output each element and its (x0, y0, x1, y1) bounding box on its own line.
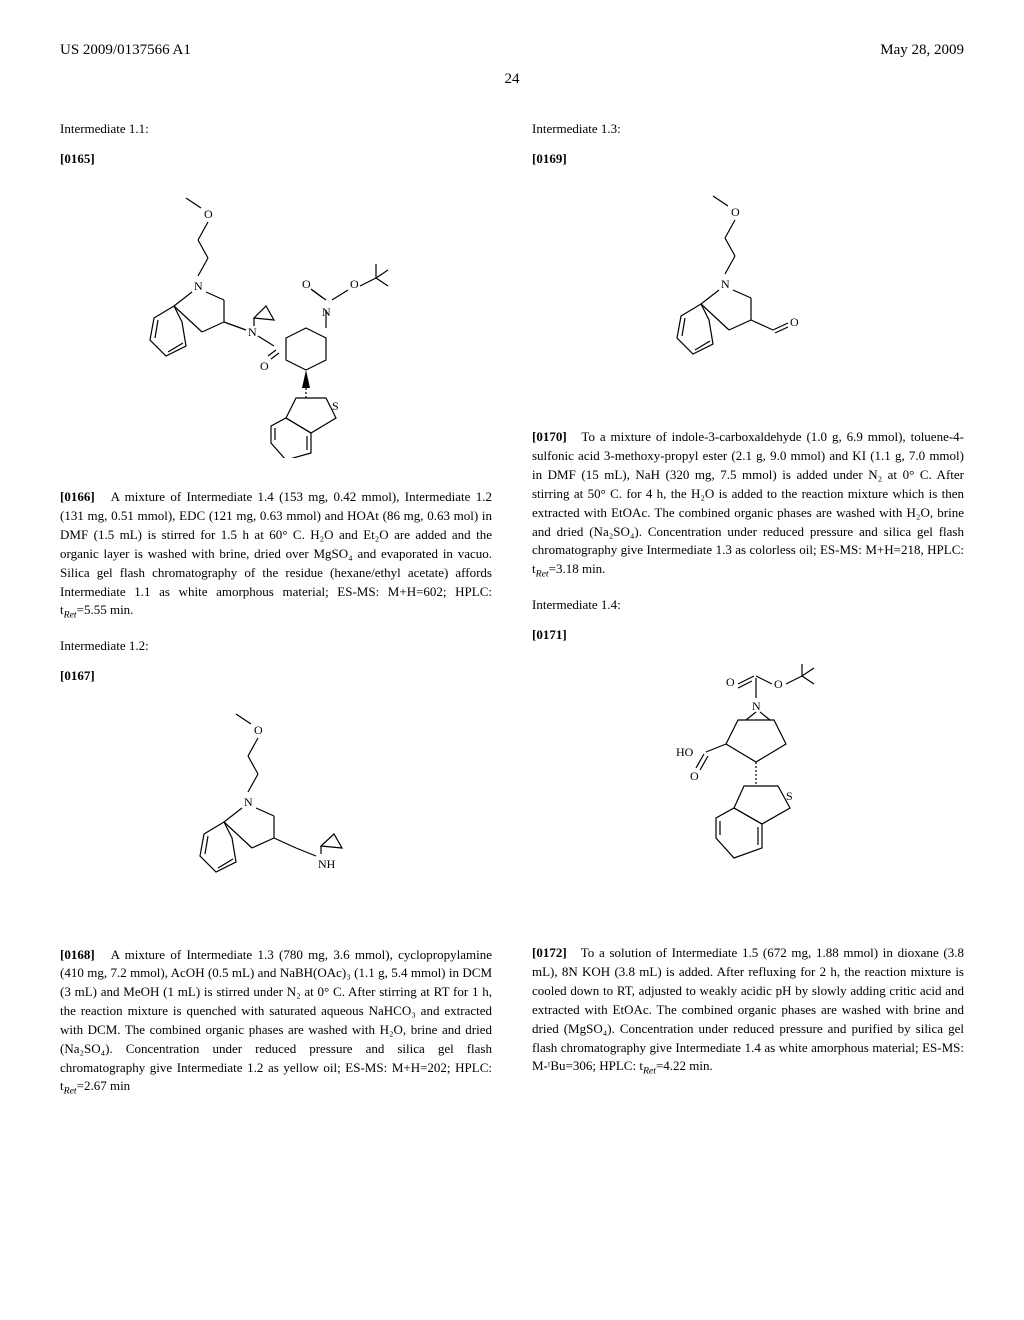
intermediate-1-1-label: Intermediate 1.1: (60, 120, 492, 138)
svg-text:N: N (194, 279, 203, 293)
patent-id: US 2009/0137566 A1 (60, 40, 191, 61)
structure-intermediate-1-1: O N N (126, 188, 426, 458)
svg-text:O: O (790, 315, 799, 329)
svg-text:O: O (260, 359, 269, 373)
page-number: 24 (60, 69, 964, 90)
right-column: Intermediate 1.3: [0169] O N (532, 120, 964, 1113)
two-column-layout: Intermediate 1.1: [0165] O N (60, 120, 964, 1113)
para-0166-tret: =5.55 min. (77, 602, 134, 617)
svg-text:N: N (752, 699, 761, 713)
para-0168: [0168] A mixture of Intermediate 1.3 (78… (60, 946, 492, 1100)
para-0167: [0167] (60, 667, 492, 685)
tret-sub: Ret (64, 610, 77, 621)
para-0170: [0170] To a mixture of indole-3-carboxal… (532, 428, 964, 582)
svg-text:N: N (721, 277, 730, 291)
para-0172: [0172] To a solution of Intermediate 1.5… (532, 944, 964, 1079)
svg-text:O: O (302, 277, 311, 291)
svg-text:N: N (248, 325, 257, 339)
svg-text:O: O (350, 277, 359, 291)
svg-text:O: O (204, 207, 213, 221)
tret-sub: Ret (536, 569, 549, 580)
tret-sub: Ret (64, 1086, 77, 1097)
para-0172-number: [0172] (532, 945, 567, 960)
svg-text:O: O (774, 677, 783, 691)
tret-sub: Ret (643, 1066, 656, 1077)
svg-text:S: S (786, 789, 793, 803)
page-header: US 2009/0137566 A1 May 28, 2009 (60, 40, 964, 61)
svg-text:O: O (731, 205, 740, 219)
para-0166-number: [0166] (60, 489, 95, 504)
para-0169: [0169] (532, 150, 964, 168)
structure-intermediate-1-4: O O N HO O (638, 664, 858, 914)
para-0172-tret: =4.22 min. (656, 1058, 713, 1073)
para-0168-tret: =2.67 min (77, 1078, 131, 1093)
svg-text:HO: HO (676, 745, 694, 759)
para-0172-text: To a solution of Intermediate 1.5 (672 m… (532, 945, 964, 1073)
para-0168-text: A mixture of Intermediate 1.3 (780 mg, 3… (60, 947, 492, 1094)
patent-date: May 28, 2009 (880, 40, 964, 61)
para-0166-text: A mixture of Intermediate 1.4 (153 mg, 0… (60, 489, 492, 617)
intermediate-1-2-label: Intermediate 1.2: (60, 637, 492, 655)
svg-text:O: O (726, 675, 735, 689)
structure-intermediate-1-2: O N NH (166, 706, 386, 916)
para-0171: [0171] (532, 626, 964, 644)
svg-text:N: N (244, 795, 253, 809)
para-0165: [0165] (60, 150, 492, 168)
para-0166: [0166] A mixture of Intermediate 1.4 (15… (60, 488, 492, 623)
para-0168-number: [0168] (60, 947, 95, 962)
svg-text:S: S (332, 399, 339, 413)
para-0170-text: To a mixture of indole-3-carboxaldehyde … (532, 429, 964, 576)
para-0170-number: [0170] (532, 429, 567, 444)
svg-text:O: O (690, 769, 699, 783)
para-0170-tret: =3.18 min. (549, 561, 606, 576)
left-column: Intermediate 1.1: [0165] O N (60, 120, 492, 1113)
structure-intermediate-1-3: O N O (658, 188, 838, 398)
intermediate-1-3-label: Intermediate 1.3: (532, 120, 964, 138)
svg-text:NH: NH (318, 857, 336, 871)
svg-text:O: O (254, 723, 263, 737)
intermediate-1-4-label: Intermediate 1.4: (532, 596, 964, 614)
